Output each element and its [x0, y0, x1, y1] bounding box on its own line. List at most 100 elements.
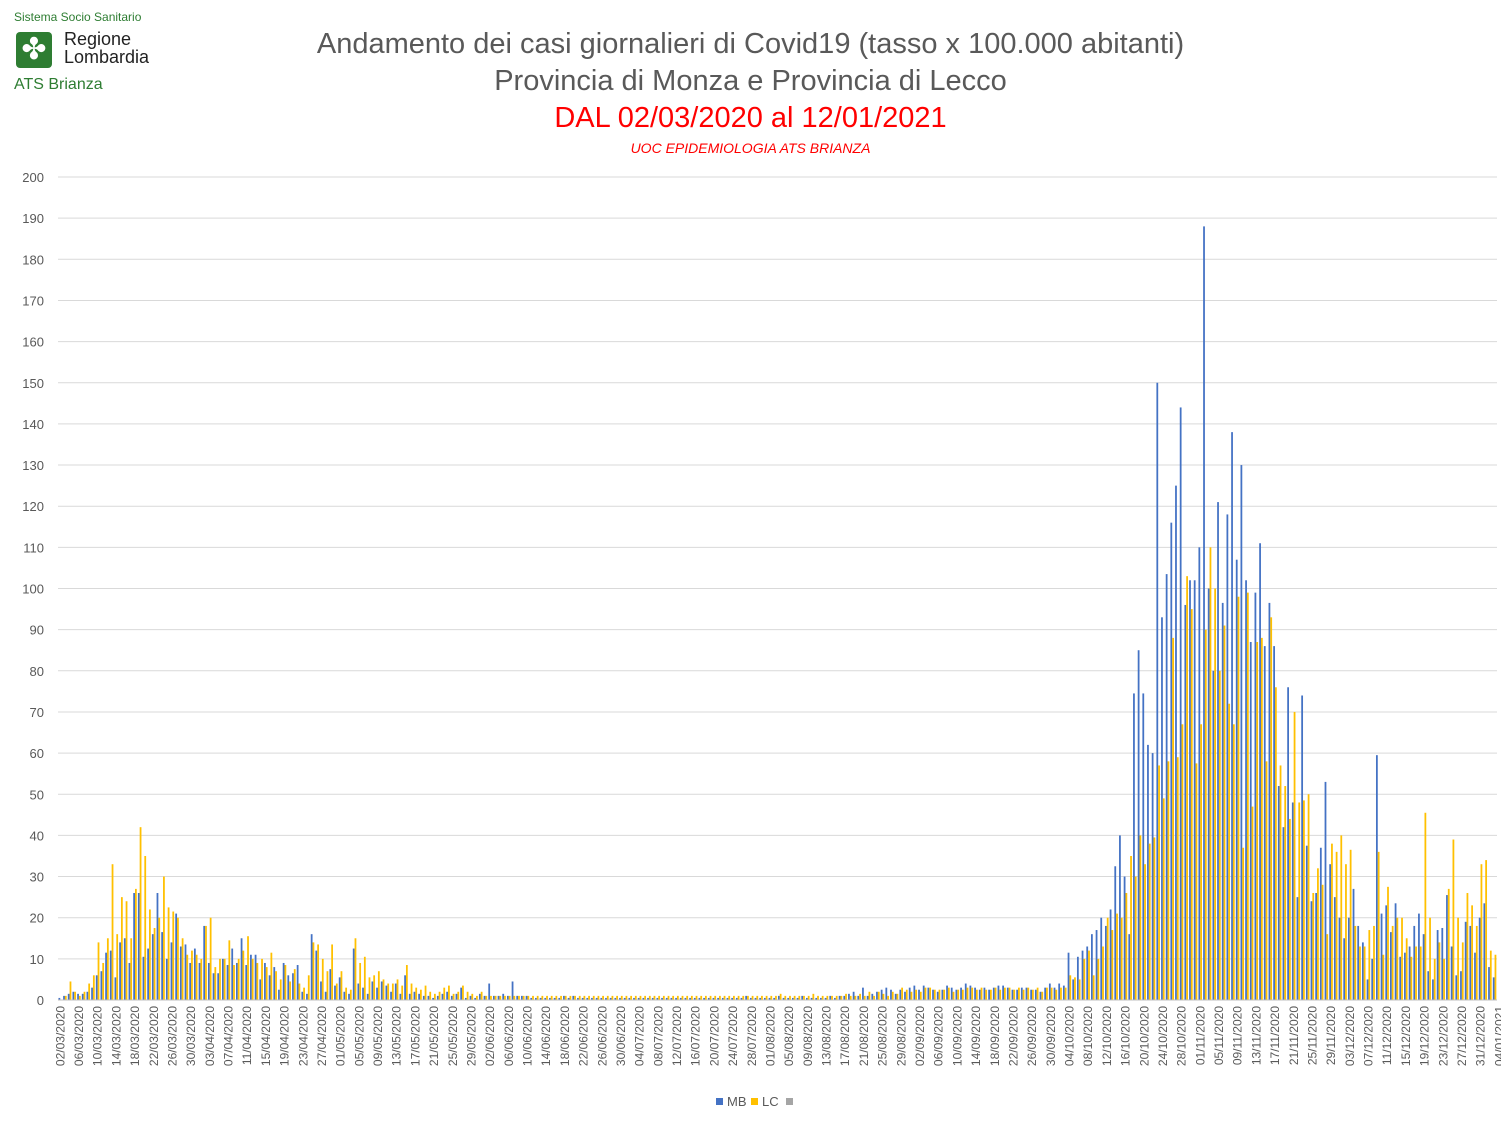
bar-lc	[1373, 925, 1375, 1000]
bar-lc	[209, 917, 212, 1000]
bar-mb	[310, 934, 313, 1000]
bar-lc	[616, 995, 618, 1000]
x-tick-label: 29/08/2020	[894, 1006, 908, 1066]
bar-mb	[1478, 917, 1481, 1000]
bar-mb	[221, 958, 224, 1000]
bar-mb	[306, 993, 308, 1000]
bar-mb	[506, 995, 509, 1000]
bar-lc	[373, 975, 376, 1000]
bar-lc	[947, 987, 950, 1000]
bar-mb	[600, 997, 603, 1000]
x-tick-label: 09/11/2020	[1231, 1006, 1245, 1065]
bar-mb	[212, 973, 215, 1000]
bar-mb	[436, 995, 439, 1000]
bar-mb	[1287, 687, 1289, 1000]
bar-mb	[637, 997, 640, 1000]
bar-mb	[885, 987, 888, 1000]
bar-lc	[1289, 818, 1291, 1000]
bar-mb	[240, 938, 243, 1000]
bar-lc	[1064, 987, 1067, 1000]
bar-mb	[679, 997, 682, 1000]
bar-lc	[135, 888, 137, 1000]
bar-mb	[1062, 985, 1065, 1000]
x-tick-label: 16/07/2020	[689, 1006, 703, 1066]
x-tick-label: 07/04/2020	[222, 1006, 236, 1066]
lombardy-rose-icon: ✤	[16, 32, 52, 68]
x-tick-label: 26/03/2020	[166, 1006, 180, 1066]
bar-mb	[1366, 979, 1369, 1000]
bar-mb	[1170, 522, 1173, 1000]
bar-mb	[1179, 407, 1182, 1000]
x-tick-label: 30/03/2020	[184, 1006, 198, 1066]
bar-lc	[1195, 763, 1198, 1000]
bar-lc	[485, 995, 488, 1000]
bar-mb	[913, 985, 916, 1000]
bar-lc	[312, 942, 315, 1000]
bar-lc	[298, 983, 301, 1000]
x-tick-label: 27/12/2020	[1455, 1006, 1469, 1066]
bar-lc	[719, 995, 721, 1000]
bar-lc	[275, 971, 277, 1000]
bar-mb	[782, 997, 785, 1000]
x-tick-label: 09/05/2020	[371, 1006, 385, 1066]
bar-lc	[821, 995, 824, 1000]
bar-lc	[1148, 843, 1151, 1000]
bar-mb	[245, 965, 248, 1000]
x-tick-label: 17/08/2020	[838, 1006, 852, 1066]
bar-lc	[172, 911, 175, 1000]
bar-lc	[205, 925, 207, 1000]
bar-mb	[1441, 927, 1444, 1000]
bar-mb	[408, 993, 411, 1000]
x-tick-label: 11/12/2020	[1380, 1006, 1394, 1065]
bar-mb	[287, 975, 290, 1000]
x-tick-label: 06/06/2020	[502, 1006, 516, 1066]
bar-lc	[611, 995, 614, 1000]
bar-mb	[698, 997, 701, 1000]
bar-lc	[401, 985, 404, 1000]
bar-mb	[142, 956, 145, 1000]
bar-mb	[1361, 942, 1364, 1000]
bar-lc	[952, 991, 955, 1000]
bar-mb	[918, 989, 920, 1000]
bar-mb	[922, 985, 925, 1000]
bar-lc	[695, 995, 698, 1000]
bar-mb	[525, 995, 528, 1000]
bar-lc	[532, 995, 534, 1000]
bar-mb	[1109, 909, 1112, 1000]
x-tick-label: 12/10/2020	[1100, 1006, 1114, 1066]
bar-lc	[812, 993, 815, 1000]
bar-lc	[1242, 847, 1245, 1000]
bar-mb	[273, 967, 276, 1000]
bar-mb	[404, 975, 406, 1000]
bar-lc	[798, 995, 801, 1000]
bar-mb	[651, 997, 654, 1000]
bar-mb	[964, 983, 967, 1000]
bar-mb	[511, 981, 514, 1000]
bar-mb	[1357, 925, 1360, 1000]
bar-mb	[1161, 617, 1163, 1000]
bar-lc	[1106, 917, 1109, 1000]
bar-mb	[1277, 786, 1280, 1000]
bar-mb	[334, 985, 336, 1000]
bar-mb	[605, 997, 607, 1000]
bar-lc	[966, 987, 969, 1000]
x-tick-label: 04/01/2021	[1492, 1006, 1501, 1066]
x-tick-label: 30/06/2020	[614, 1006, 628, 1066]
bar-lc	[1181, 724, 1184, 1000]
bar-lc	[354, 938, 357, 1000]
bar-mb	[114, 977, 117, 1000]
bar-lc	[448, 985, 450, 1000]
bar-lc	[1041, 991, 1044, 1000]
bar-mb	[1460, 971, 1462, 1000]
bar-mb	[1305, 845, 1308, 1000]
bar-mb	[1469, 925, 1472, 1000]
bar-lc	[891, 991, 894, 1000]
bar-mb	[165, 958, 168, 1000]
bar-lc	[1331, 843, 1333, 1000]
bar-lc	[1382, 954, 1385, 1000]
bar-lc	[237, 958, 240, 1000]
bar-mb	[315, 950, 318, 1000]
bar-lc	[672, 995, 675, 1000]
logo-name-line2: Lombardia	[64, 47, 150, 67]
bar-lc	[831, 995, 833, 1000]
